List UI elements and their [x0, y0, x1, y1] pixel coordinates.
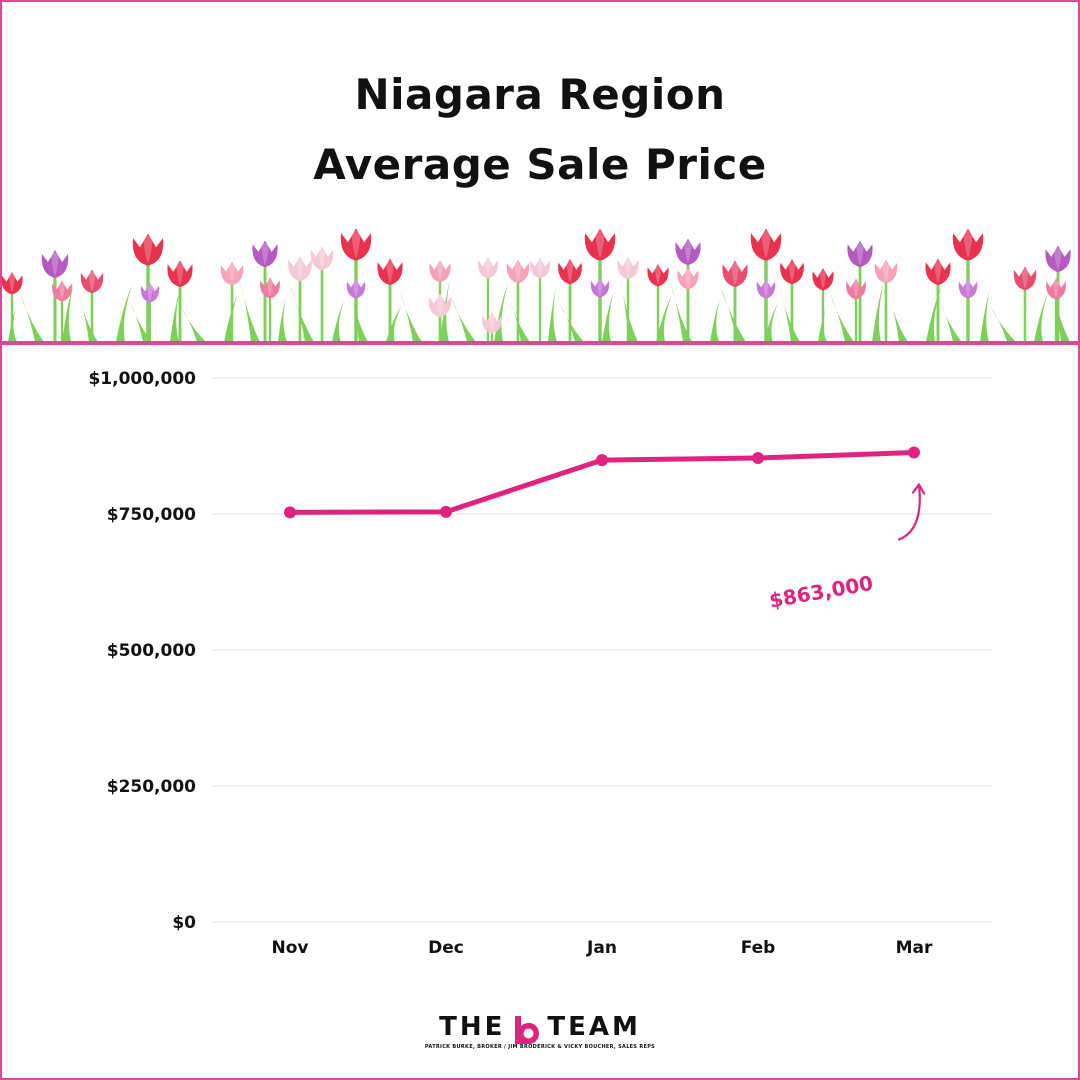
- tulip-flower-icon: [958, 279, 978, 342]
- chart-title-line-1: Niagara Region: [354, 70, 726, 119]
- tulip-leaf: [656, 295, 672, 342]
- tulip-flower-icon: [478, 257, 498, 342]
- tulip-leaf: [780, 290, 800, 342]
- tulip-flower-icon: [847, 240, 873, 342]
- logo-b-icon: [515, 1016, 540, 1044]
- annotation-arrowhead-icon: [911, 483, 926, 495]
- tulip-flower-icon: [506, 259, 530, 342]
- x-tick-label: Dec: [428, 938, 464, 958]
- tulip-leaf: [830, 294, 854, 342]
- tulip-flower-icon: [260, 277, 280, 342]
- tulip-border-illustration: [1, 228, 1071, 342]
- annotation-arrow-icon: [897, 483, 921, 541]
- tulip-flower-icon: [1013, 266, 1037, 342]
- tulip-flower-icon: [1, 272, 23, 342]
- tulip-flower-icon: [140, 283, 160, 342]
- x-tick-label: Feb: [741, 938, 776, 958]
- tulip-leaf: [400, 292, 422, 342]
- tulip-leaf: [720, 286, 746, 342]
- tulip-flower-icon: [812, 268, 834, 342]
- line-chart: $0 $250,000 $500,000 $750,000 $1,000,000 Nov…: [88, 369, 992, 958]
- tulip-flower-icon: [677, 267, 699, 342]
- tulip-leaf: [980, 289, 990, 342]
- tulip-flower-icon: [780, 259, 804, 342]
- tulip-flower-icon: [52, 280, 72, 342]
- y-tick-label: $500,000: [107, 641, 196, 661]
- tulip-leaf: [170, 289, 180, 342]
- tulip-leaf: [180, 306, 206, 342]
- tulip-flower-icon: [647, 264, 669, 342]
- tulip-flower-icon: [428, 293, 452, 342]
- tulip-flower-icon: [167, 260, 193, 342]
- tulip-leaf: [926, 285, 942, 342]
- tulip-leaf: [62, 281, 74, 342]
- tulip-leaf: [1034, 293, 1048, 342]
- x-tick-label: Nov: [272, 938, 309, 958]
- tulip-flower-icon: [558, 259, 582, 342]
- data-point: [752, 451, 764, 464]
- annotation-label: $863,000: [767, 571, 875, 613]
- tulip-flower-icon: [530, 257, 550, 342]
- tulip-leaf: [240, 280, 260, 342]
- tulip-leaf: [602, 291, 614, 342]
- chart-title-line-2: Average Sale Price: [313, 140, 767, 189]
- tulip-leaf: [450, 296, 476, 342]
- tulip-flower-icon: [310, 246, 334, 342]
- tulip-leaf: [990, 306, 1016, 342]
- tulip-leaf: [710, 299, 720, 342]
- tulip-flower-icon: [722, 260, 748, 342]
- tulip-flower-icon: [925, 258, 951, 342]
- tulip-flower-icon: [874, 259, 898, 342]
- tulip-leaf: [1050, 280, 1070, 342]
- data-point: [284, 506, 296, 519]
- y-tick-label: $750,000: [107, 505, 196, 525]
- tulip-flower-icon: [756, 279, 776, 342]
- tulip-leaf: [494, 283, 508, 342]
- data-point: [908, 446, 920, 459]
- tulip-leaf: [386, 305, 402, 342]
- tulip-flower-icon: [346, 279, 366, 342]
- x-tick-label: Mar: [896, 938, 933, 958]
- logo-text-the: THE: [439, 1012, 506, 1042]
- y-tick-label: $0: [172, 913, 196, 933]
- header-divider: [0, 341, 1080, 345]
- tulip-leaf: [872, 281, 884, 342]
- tulip-flower-icon: [482, 312, 502, 342]
- logo-tagline: PATRICK BURKE, BROKER / JIM BRODERICK & …: [424, 1044, 656, 1050]
- y-tick-label: $1,000,000: [88, 369, 196, 389]
- tulip-flower-icon: [590, 278, 610, 342]
- brand-logo: THE TEAM PATRICK BURKE, BROKER / JIM BRO…: [0, 1012, 1080, 1050]
- tulip-leaf: [332, 301, 344, 342]
- tulip-leaf: [80, 298, 98, 342]
- tulip-flower-icon: [288, 256, 312, 342]
- tulip-flower-icon: [252, 240, 278, 342]
- tulip-leaf: [890, 298, 908, 342]
- tulip-leaf: [290, 284, 314, 342]
- tulip-flower-icon: [377, 258, 403, 342]
- tulip-flower-icon: [846, 278, 866, 342]
- tulip-leaf: [350, 288, 368, 342]
- tulip-leaf: [560, 304, 584, 342]
- tulip-leaf: [510, 300, 530, 342]
- tulip-leaf: [116, 285, 132, 342]
- logo-text-team: TEAM: [547, 1012, 641, 1042]
- tulip-flower-icon: [617, 257, 639, 342]
- tulip-leaf: [548, 287, 557, 342]
- tulip-flower-icon: [80, 269, 104, 342]
- x-tick-label: Jan: [586, 938, 617, 958]
- tulip-flower-icon: [132, 233, 164, 342]
- tulip-leaf: [20, 294, 44, 342]
- tulip-flower-icon: [1046, 278, 1066, 342]
- y-tick-label: $250,000: [107, 777, 196, 797]
- tulip-flower-icon: [220, 261, 244, 342]
- tulip-leaf: [940, 302, 962, 342]
- data-point: [596, 454, 608, 467]
- tulip-leaf: [278, 297, 287, 342]
- data-point: [440, 505, 452, 518]
